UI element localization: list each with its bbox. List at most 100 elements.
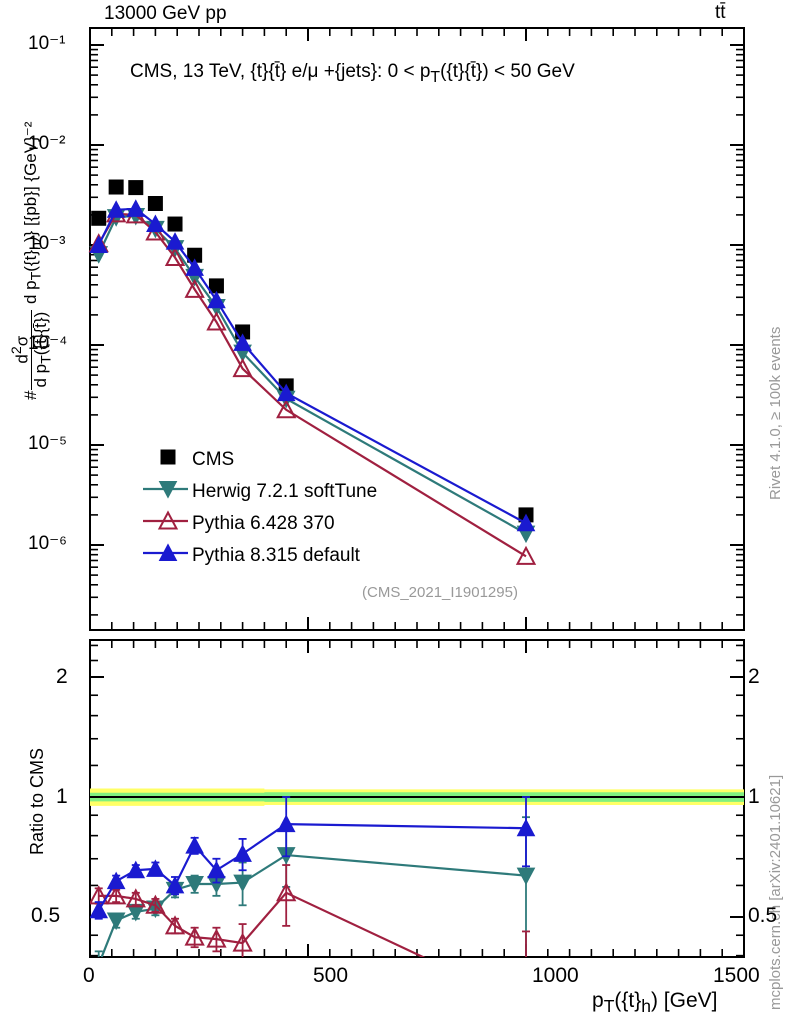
main-ytick-0: 10⁻¹ (28, 33, 66, 54)
data-marker (233, 844, 252, 862)
data-marker (276, 399, 297, 419)
data-marker (185, 836, 204, 854)
data-marker (167, 216, 183, 232)
ratio-ytick-left-2: 0.5 (31, 904, 61, 927)
main-ytick-2: 10⁻³ (28, 233, 66, 254)
main-panel-frame (89, 27, 745, 631)
data-marker (185, 258, 204, 276)
ratio-ytick-right-1: 1 (748, 785, 760, 808)
ratio-point (207, 857, 226, 884)
xtick-0: 0 (83, 964, 95, 987)
ratio-point (105, 885, 127, 905)
ratio-ytick-right-2: 0.5 (748, 904, 778, 927)
data-marker (165, 232, 185, 250)
ratio-point (165, 875, 185, 896)
ratio-ytick-right-0: 2 (748, 665, 760, 688)
data-marker (206, 311, 227, 331)
data-marker (184, 278, 205, 298)
main-ytick-5: 10⁻⁶ (28, 533, 67, 554)
ratio-point (94, 950, 103, 957)
data-marker (145, 894, 166, 914)
data-marker (125, 888, 146, 908)
data-marker (108, 179, 124, 195)
data-marker (147, 196, 163, 212)
analysis-watermark: (CMS_2021_I1901295) (362, 584, 518, 601)
data-marker (91, 210, 107, 226)
data-marker (90, 900, 109, 919)
ratio-point (125, 888, 146, 908)
legend-label-3: Pythia 8.315 default (192, 545, 360, 566)
data-marker (233, 874, 252, 893)
data-marker (158, 543, 178, 561)
data-marker (146, 214, 165, 233)
ratio-point (90, 900, 109, 920)
data-marker (207, 860, 226, 879)
xtick-1: 500 (313, 964, 349, 987)
data-marker (126, 860, 146, 879)
ratio-series-line-2 (97, 823, 527, 911)
ratio-ytick-left-0: 2 (56, 665, 68, 688)
data-marker (165, 875, 185, 894)
data-marker (232, 932, 253, 952)
main-series-line-1 (97, 214, 527, 535)
main-series-line-3 (97, 207, 527, 525)
ratio-series-line-0 (100, 853, 527, 957)
data-marker (516, 818, 536, 837)
beam-label: 13000 GeV pp (104, 3, 227, 24)
main-ytick-3: 10⁻⁴ (28, 333, 68, 354)
ratio-point (184, 926, 205, 949)
xtick-3: 1500 (713, 964, 760, 987)
ratio-point (276, 864, 297, 927)
data-marker (232, 358, 253, 378)
data-marker (184, 926, 205, 946)
data-marker (516, 867, 536, 886)
data-marker (160, 449, 176, 465)
process-label: tt̄ (715, 2, 726, 23)
data-marker (515, 545, 537, 565)
ratio-point (106, 871, 126, 890)
ratio-point (106, 912, 126, 931)
ratio-point (233, 838, 252, 872)
ratio-point (164, 915, 186, 935)
data-marker (106, 871, 126, 890)
data-marker (276, 383, 296, 402)
ratio-point (126, 860, 146, 879)
ratio-point (146, 859, 165, 877)
data-marker (106, 200, 126, 218)
data-marker (128, 180, 144, 196)
xaxis-label: pT({t}h) [GeV] (592, 989, 718, 1017)
data-marker (185, 875, 204, 894)
data-marker (164, 246, 186, 266)
data-marker (276, 882, 297, 902)
data-marker (276, 814, 296, 833)
ratio-point (206, 926, 227, 953)
ratio-point (185, 874, 204, 894)
data-marker (516, 513, 536, 532)
main-ytick-1: 10⁻² (28, 133, 66, 154)
legend-label-1: Herwig 7.2.1 softTune (192, 481, 378, 502)
data-marker (206, 928, 227, 948)
data-marker (146, 859, 165, 877)
data-marker (157, 510, 179, 530)
xtick-2: 1000 (532, 964, 579, 987)
ratio-point (516, 796, 536, 868)
ratio-series-line-1 (98, 891, 426, 957)
ratio-point (276, 796, 296, 858)
legend-label-2: Pythia 6.428 370 (192, 513, 335, 534)
data-marker (233, 333, 252, 351)
main-series-line-2 (97, 212, 527, 558)
ratio-point (522, 930, 530, 957)
data-marker (164, 915, 186, 935)
main-ytick-4: 10⁻⁵ (28, 433, 68, 454)
ratio-point (232, 923, 253, 957)
legend-label-0: CMS (192, 449, 235, 470)
data-marker (126, 199, 146, 217)
main-panel-title: CMS, 13 TeV, {t}{t̄} e/μ +{jets}: 0 < pT… (130, 61, 575, 86)
ratio-point (185, 836, 204, 855)
ratio-point (145, 894, 166, 914)
data-marker (158, 481, 178, 499)
data-marker (105, 885, 127, 905)
data-marker (106, 912, 126, 931)
